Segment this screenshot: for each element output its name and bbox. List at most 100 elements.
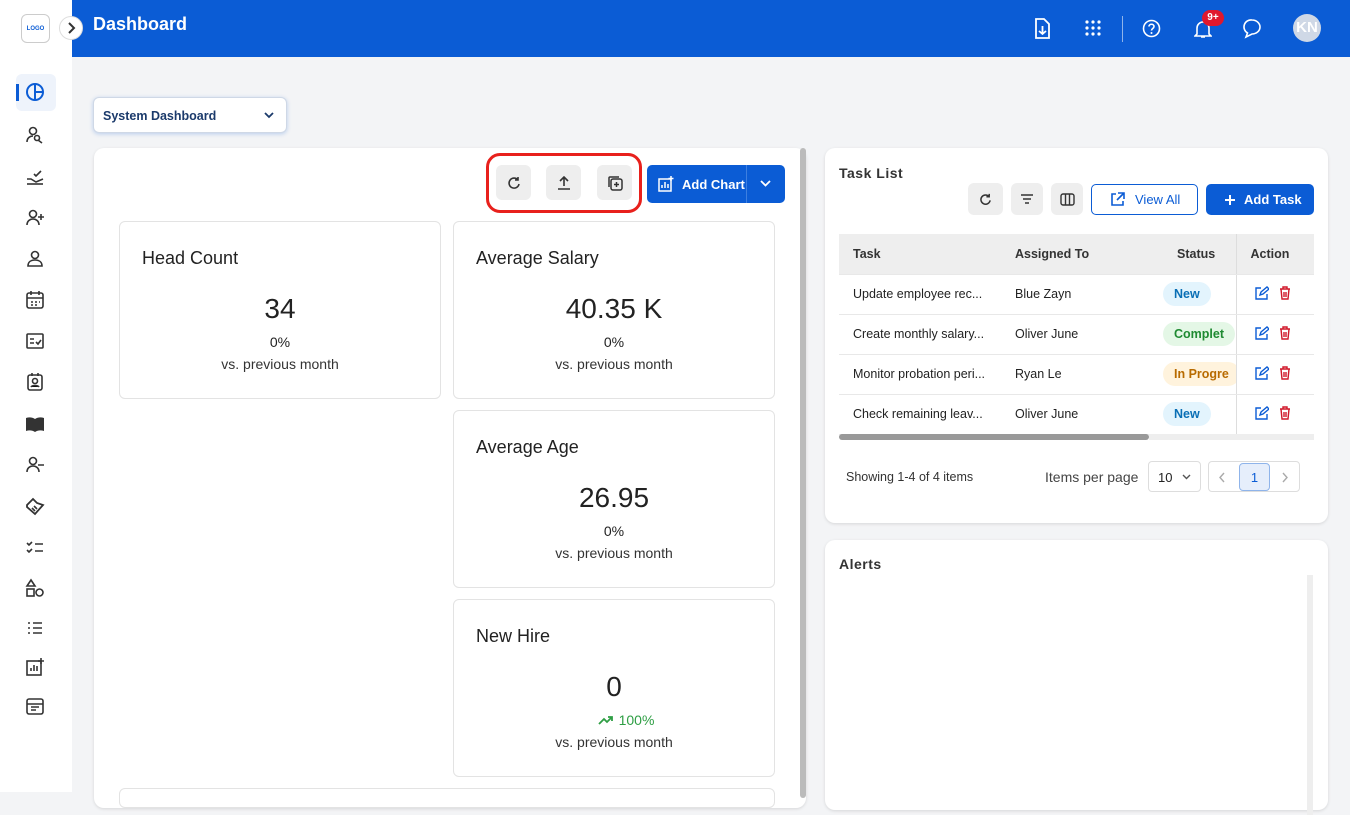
nav-events[interactable]: [25, 696, 45, 716]
chat-icon[interactable]: [1242, 18, 1263, 39]
kpi-title: Head Count: [142, 248, 239, 268]
task-cell: Monitor probation peri...: [839, 354, 1001, 395]
status-badge: In Progre: [1163, 362, 1236, 386]
nav-calendar[interactable]: [25, 290, 45, 310]
dashboard-select[interactable]: System Dashboard: [93, 97, 287, 133]
nav-remove-user[interactable]: [25, 455, 45, 475]
task-cell: Check remaining leav...: [839, 394, 1001, 435]
chevron: [68, 22, 76, 34]
column-header: Action: [1235, 234, 1314, 275]
trend-up-icon: [597, 716, 613, 725]
collapse-button[interactable]: [59, 16, 83, 40]
edit-icon[interactable]: [1254, 285, 1270, 300]
nav-shapes[interactable]: [25, 578, 45, 598]
panel-title: Task List: [839, 165, 904, 181]
delete-icon[interactable]: [1279, 285, 1291, 300]
avatar[interactable]: KN: [1293, 14, 1321, 42]
help-icon[interactable]: [1142, 19, 1161, 38]
caret: [264, 112, 274, 119]
assignee-cell: Oliver June: [1001, 394, 1163, 435]
upload-button[interactable]: [546, 165, 581, 200]
edit-icon[interactable]: [1254, 325, 1270, 340]
task-table: Task Assigned To Status Action Update emplo…: [839, 234, 1314, 435]
kpi-card: New Hire 0 100% vs. previous month: [453, 599, 775, 777]
task-list-panel: Task List View All Add Task Task Assigned…: [825, 148, 1328, 523]
task-cell: Create monthly salary...: [839, 314, 1001, 355]
panel-title: Alerts: [839, 556, 882, 572]
edit-icon[interactable]: [1254, 365, 1270, 380]
delete-icon[interactable]: [1279, 405, 1291, 420]
external-icon: [1111, 192, 1125, 206]
nav-dashboard[interactable]: [25, 82, 45, 102]
items-per-page-value: 10: [1158, 470, 1173, 485]
status-cell: Complet: [1163, 314, 1236, 355]
pager: 1: [1208, 461, 1300, 492]
nav-checklist[interactable]: [25, 331, 45, 351]
add-task-label: Add Task: [1244, 192, 1302, 207]
nav-tasks[interactable]: [25, 537, 45, 557]
task-row: Monitor probation peri... Ryan Le In Progr…: [839, 354, 1314, 395]
caret: [1182, 474, 1191, 480]
refresh-button[interactable]: [496, 165, 531, 200]
page-title: Dashboard: [93, 14, 188, 34]
add-chart-button[interactable]: Add Chart: [647, 165, 785, 203]
view-all-label: View All: [1135, 192, 1181, 207]
nav-contact[interactable]: [25, 372, 45, 392]
split-divider: [746, 165, 747, 203]
export-icon[interactable]: [1032, 18, 1052, 39]
items-per-page-select[interactable]: 10: [1148, 461, 1201, 492]
next-card: [119, 788, 775, 808]
kpi-change: 100%: [478, 712, 774, 728]
kpi-change: 0%: [603, 334, 625, 350]
kpi-card: Average Salary 40.35 K 0% vs. previous mont…: [453, 221, 775, 399]
apps-icon[interactable]: [1085, 20, 1101, 36]
page-number[interactable]: 1: [1239, 463, 1270, 491]
alerts-panel: Alerts: [825, 540, 1328, 815]
assignee-cell: Oliver June: [1001, 314, 1163, 355]
view-all-button[interactable]: View All: [1091, 184, 1198, 215]
delete-icon[interactable]: [1279, 325, 1291, 340]
next-page[interactable]: [1281, 472, 1289, 483]
prev-page[interactable]: [1218, 472, 1226, 483]
scrollbar: [800, 148, 806, 798]
refresh-button[interactable]: [968, 183, 1003, 215]
columns-button[interactable]: [1051, 183, 1083, 215]
filter-button[interactable]: [1011, 183, 1043, 215]
h-scrollbar-track: [1149, 434, 1314, 440]
pager-info: Showing 1-4 of 4 items: [846, 470, 974, 484]
status-cell: New: [1163, 394, 1236, 435]
nav-add-user[interactable]: [25, 208, 45, 228]
nav-book[interactable]: [25, 414, 45, 434]
action-cell: [1235, 394, 1314, 435]
kpi-caption: vs. previous month: [555, 356, 673, 372]
duplicate-button[interactable]: [597, 165, 632, 200]
dashboard-select-text: System Dashboard: [103, 109, 217, 123]
kpi-title: Average Salary: [476, 248, 599, 268]
kpi-card: Average Age 26.95 0% vs. previous month: [453, 410, 775, 588]
delete-icon[interactable]: [1279, 365, 1291, 380]
nav-search-people[interactable]: [25, 125, 45, 145]
action-cell: [1235, 354, 1314, 395]
assignee-cell: Ryan Le: [1001, 354, 1163, 395]
action-cell: [1235, 274, 1314, 315]
caret[interactable]: [760, 180, 771, 188]
nav-report[interactable]: [25, 657, 45, 677]
status-cell: New: [1163, 274, 1236, 315]
kpi-value: 34: [264, 293, 296, 324]
nav-list[interactable]: [25, 618, 45, 638]
chart-icon: [658, 176, 674, 192]
kpi-value: 26.95: [578, 482, 650, 513]
kpi-caption: vs. previous month: [555, 545, 673, 561]
kpi-change: 0%: [603, 523, 625, 539]
edit-icon[interactable]: [1254, 405, 1270, 420]
column-header: Assigned To: [1001, 234, 1163, 275]
table-wrap: Task Assigned To Status Action Update emplo…: [839, 234, 1314, 444]
add-task-button[interactable]: Add Task: [1206, 184, 1314, 215]
nav-user[interactable]: [25, 249, 45, 269]
column-header: Task: [839, 234, 1001, 275]
kpi-change: 0%: [269, 334, 291, 350]
kpi-card: Head Count 34 0% vs. previous month: [119, 221, 441, 399]
nav-handshake[interactable]: [25, 496, 45, 516]
task-cell: Update employee rec...: [839, 274, 1001, 315]
nav-approval[interactable]: [25, 167, 45, 187]
